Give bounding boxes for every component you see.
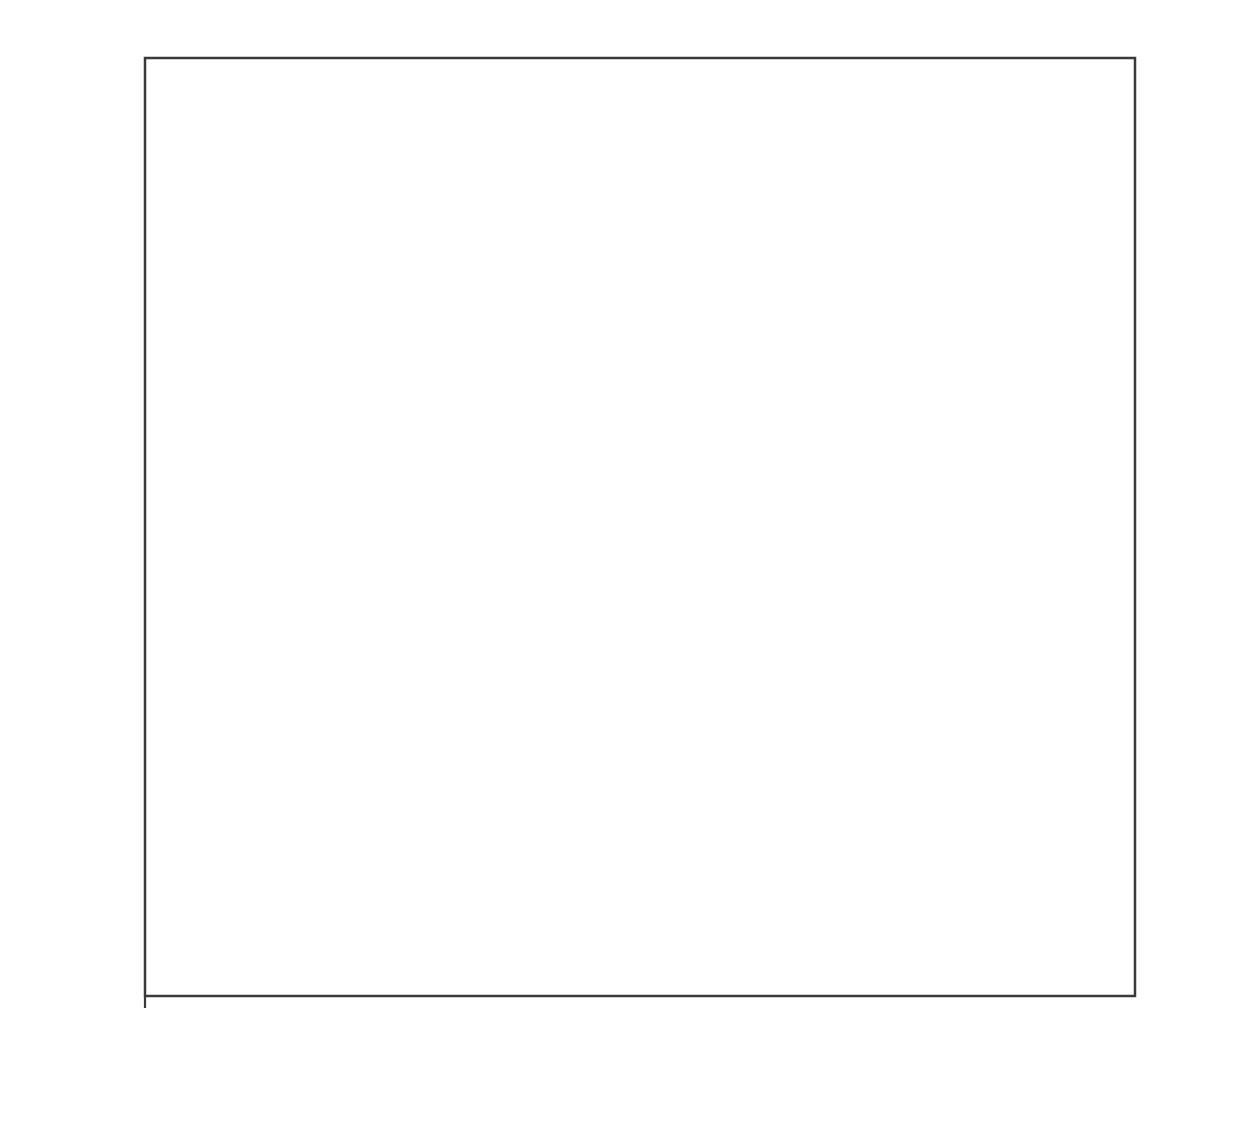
plot-area-border bbox=[145, 58, 1135, 996]
chart-svg bbox=[0, 0, 1240, 1138]
phase-offset-chart bbox=[0, 0, 1240, 1138]
